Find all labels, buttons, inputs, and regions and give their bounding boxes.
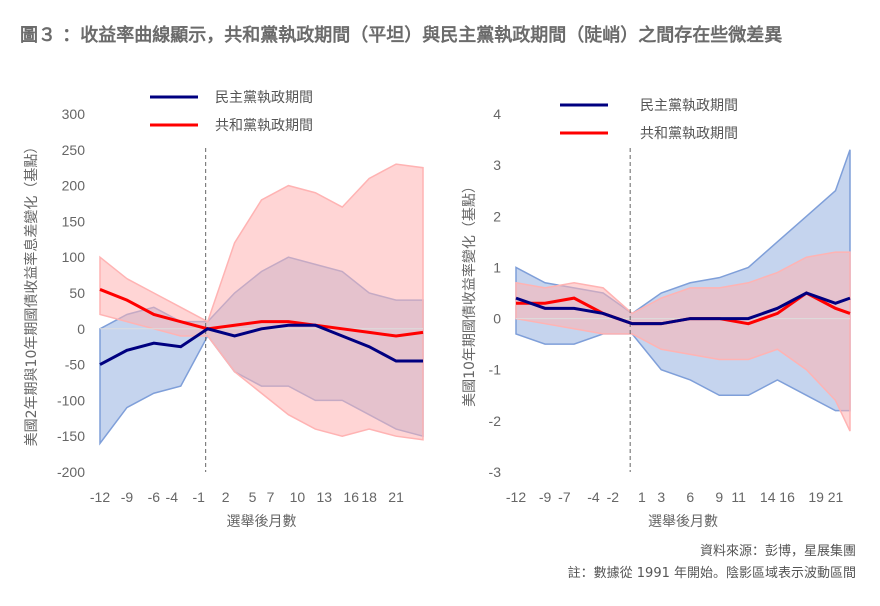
x-tick-label: 21 (388, 489, 404, 505)
x-tick-label: 10 (290, 489, 306, 505)
y-tick-label: -50 (65, 357, 85, 373)
dem-line (515, 291, 851, 326)
x-tick-label: -9 (539, 489, 552, 505)
x-tick-label: -1 (192, 489, 205, 505)
y-tick-label: 250 (62, 142, 86, 158)
legend-label: 共和黨執政期間 (215, 118, 313, 134)
y-tick-label: 0 (77, 321, 85, 337)
y-tick-label: 50 (69, 285, 85, 301)
y-tick-label: 1 (493, 259, 501, 275)
x-tick-label: 14 (760, 489, 776, 505)
x-tick-label: 11 (731, 489, 746, 505)
x-axis-label: 選舉後月數 (227, 513, 297, 530)
x-tick-label: 5 (249, 489, 257, 505)
x-tick-label: -12 (506, 489, 526, 505)
x-tick-label: 2 (222, 489, 230, 505)
y-axis-label: 美國2年期與10年期國債收益率息差變化（基點） (23, 140, 40, 447)
y-tick-label: -200 (57, 464, 85, 480)
y-tick-label: 3 (493, 157, 501, 173)
x-tick-label: 1 (638, 489, 646, 505)
source-text: 資料來源：彭博，星展集團 (699, 544, 856, 559)
y-tick-label: 300 (62, 106, 86, 122)
x-tick-label: 21 (828, 489, 844, 505)
x-tick-label: -4 (166, 489, 179, 505)
x-tick-label: -6 (148, 489, 161, 505)
y-tick-label: 0 (493, 311, 501, 327)
rep-band (515, 251, 851, 432)
dem-line (99, 323, 423, 366)
legend-label: 民主黨執政期間 (640, 98, 738, 114)
legend-label: 民主黨執政期間 (215, 90, 313, 106)
rep-line (99, 288, 424, 338)
y-tick-label: -150 (57, 428, 85, 444)
x-tick-label: 6 (686, 489, 694, 505)
x-tick-label: 3 (657, 489, 665, 505)
x-tick-label: -4 (587, 489, 600, 505)
x-tick-label: 16 (779, 489, 795, 505)
figure-title: 圖３ ：收益率曲線顯示，共和黨執政期間（平坦）與民主黨執政期間（陡峭）之間存在些… (20, 25, 783, 46)
y-tick-label: 4 (493, 106, 501, 122)
y-tick-label: 2 (493, 208, 501, 224)
rep-band (99, 163, 424, 441)
x-tick-label: 9 (715, 489, 723, 505)
x-axis-label: 選舉後月數 (648, 513, 718, 530)
y-tick-label: 150 (62, 213, 86, 229)
x-tick-label: 18 (361, 489, 377, 505)
x-tick-label: 16 (343, 489, 359, 505)
x-tick-label: -2 (607, 489, 620, 505)
x-tick-label: 13 (317, 489, 333, 505)
y-tick-label: -2 (489, 413, 502, 429)
x-tick-label: 7 (267, 489, 275, 505)
y-axis-label: 美國10年期國債收益率變化（基點） (461, 179, 478, 407)
x-tick-label: -12 (90, 489, 110, 505)
x-tick-label: 19 (808, 489, 824, 505)
x-tick-label: -9 (121, 489, 134, 505)
y-tick-label: 200 (62, 178, 86, 194)
legend-label: 共和黨執政期間 (640, 126, 738, 142)
y-tick-label: 100 (62, 249, 86, 265)
y-tick-label: -3 (489, 464, 502, 480)
y-tick-label: -1 (489, 362, 502, 378)
x-tick-label: -7 (558, 489, 571, 505)
note-text: 註：數據從 1991 年開始。陰影區域表示波動區間 (567, 566, 856, 581)
y-tick-label: -100 (57, 392, 85, 408)
